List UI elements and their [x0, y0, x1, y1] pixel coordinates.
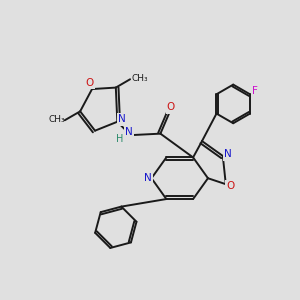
- Text: N: N: [144, 173, 152, 183]
- Text: O: O: [167, 103, 175, 112]
- Text: CH₃: CH₃: [48, 115, 65, 124]
- Text: N: N: [224, 149, 232, 160]
- Text: H: H: [116, 134, 123, 144]
- Text: O: O: [85, 78, 94, 88]
- Text: CH₃: CH₃: [131, 74, 148, 82]
- Text: N: N: [118, 114, 126, 124]
- Text: F: F: [252, 86, 258, 96]
- Text: O: O: [226, 181, 234, 191]
- Text: N: N: [125, 127, 133, 136]
